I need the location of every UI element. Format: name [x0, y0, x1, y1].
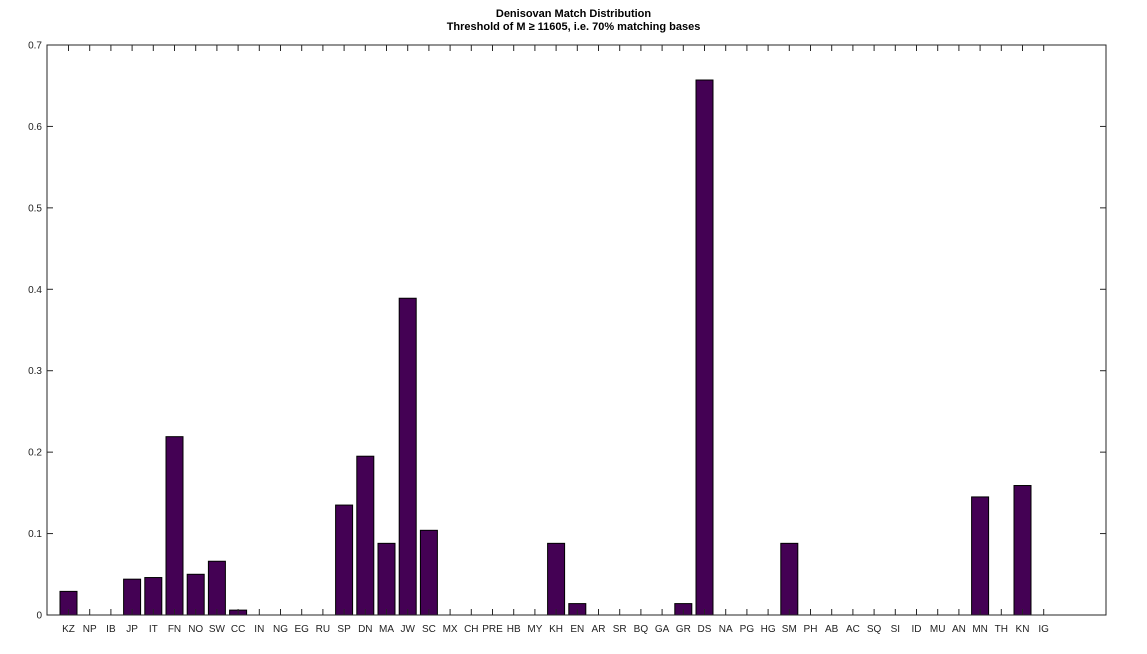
- chart-title: Denisovan Match Distribution: [495, 8, 652, 20]
- chart-subtitle: Threshold of M ≥ 11605, i.e. 70% matchin…: [446, 21, 701, 33]
- x-tick-label: DN: [358, 624, 372, 635]
- x-tick-label: SM: [782, 624, 797, 635]
- x-tick-label: HB: [507, 624, 521, 635]
- plot-frame: [46, 44, 1107, 616]
- y-tick-label: 0: [36, 611, 42, 622]
- x-tick-label: KZ: [62, 624, 75, 635]
- x-tick-label: AN: [952, 624, 966, 635]
- bar-kh: [547, 542, 566, 616]
- x-tick-label: NO: [188, 624, 203, 635]
- bar-mn: [971, 496, 990, 616]
- x-tick-label: FN: [168, 624, 181, 635]
- chart-title-block: Denisovan Match Distribution Threshold o…: [0, 8, 1147, 34]
- bars-layer: [59, 79, 1032, 616]
- y-tick-label: 0.5: [28, 203, 42, 214]
- x-tick-label: JP: [126, 624, 138, 635]
- bar-jw: [398, 297, 417, 616]
- x-tick-label: MN: [972, 624, 988, 635]
- x-tick-label: HG: [761, 624, 776, 635]
- bar-sw: [207, 560, 226, 616]
- bar-sc: [419, 529, 438, 616]
- x-tick-label: KH: [549, 624, 563, 635]
- y-tick-label: 0.7: [28, 41, 42, 52]
- bar-ma: [377, 542, 396, 616]
- x-tick-label: EG: [294, 624, 309, 635]
- x-tick-label: MX: [443, 624, 458, 635]
- x-tick-label: NA: [719, 624, 733, 635]
- x-tick-label: GA: [655, 624, 670, 635]
- y-tick-label: 0.2: [28, 448, 42, 459]
- x-tick-label: PG: [740, 624, 755, 635]
- tick-labels-layer: KZ NP IB JP IT FN NO SW CC IN NG EG RU SP DN MA JW SC MX CH…: [28, 41, 1049, 636]
- x-tick-label: AR: [592, 624, 606, 635]
- x-tick-label: GR: [676, 624, 691, 635]
- x-tick-label: EN: [570, 624, 584, 635]
- y-tick-label: 0.3: [28, 366, 42, 377]
- x-tick-label: IB: [106, 624, 116, 635]
- x-tick-label: MA: [379, 624, 394, 635]
- x-tick-label: RU: [316, 624, 330, 635]
- y-tick-label: 0.4: [28, 285, 42, 296]
- x-tick-label: CH: [464, 624, 478, 635]
- x-tick-label: SC: [422, 624, 436, 635]
- x-tick-label: SQ: [867, 624, 882, 635]
- x-tick-label: SI: [891, 624, 900, 635]
- x-tick-label: IG: [1038, 624, 1049, 635]
- ticks-layer: [47, 44, 1106, 616]
- y-tick-label: 0.6: [28, 122, 42, 133]
- x-tick-label: IT: [149, 624, 158, 635]
- bar-dn: [356, 455, 375, 616]
- bar-kn: [1013, 485, 1032, 616]
- x-tick-label: KN: [1016, 624, 1030, 635]
- x-tick-label: PRE: [482, 624, 503, 635]
- x-tick-label: AB: [825, 624, 839, 635]
- x-tick-label: ID: [912, 624, 922, 635]
- x-tick-label: SW: [209, 624, 226, 635]
- x-tick-label: MY: [527, 624, 542, 635]
- bar-fn: [165, 436, 184, 616]
- x-tick-label: TH: [995, 624, 1008, 635]
- x-tick-label: MU: [930, 624, 946, 635]
- x-tick-label: JW: [400, 624, 415, 635]
- bar-no: [186, 573, 205, 616]
- x-tick-label: NG: [273, 624, 288, 635]
- x-tick-label: IN: [254, 624, 264, 635]
- x-tick-label: SP: [337, 624, 351, 635]
- bar-ds: [695, 79, 714, 616]
- x-tick-label: PH: [804, 624, 818, 635]
- x-tick-label: AC: [846, 624, 860, 635]
- bar-sp: [335, 504, 354, 616]
- x-tick-label: DS: [698, 624, 712, 635]
- y-tick-label: 0.1: [28, 529, 42, 540]
- x-tick-label: SR: [613, 624, 627, 635]
- x-tick-label: CC: [231, 624, 245, 635]
- x-tick-label: NP: [83, 624, 97, 635]
- bar-sm: [780, 542, 799, 616]
- x-tick-label: BQ: [634, 624, 649, 635]
